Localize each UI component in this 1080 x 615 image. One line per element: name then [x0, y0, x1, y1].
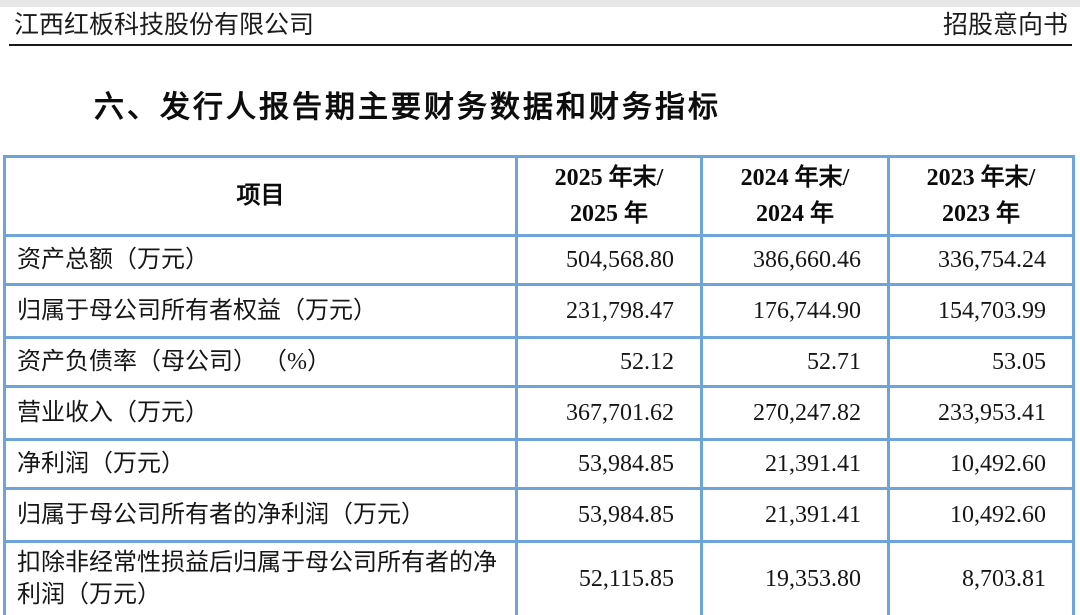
header-divider: [9, 44, 1072, 46]
column-header-2023: 2023 年末/ 2023 年: [887, 155, 1075, 237]
row-label: 营业收入（万元）: [3, 385, 518, 441]
row-label: 归属于母公司所有者的净利润（万元）: [3, 487, 518, 543]
row-value-2025: 52.12: [515, 336, 703, 388]
row-value-2024: 21,391.41: [700, 438, 890, 490]
page-header: 江西红板科技股份有限公司 招股意向书: [0, 7, 1080, 40]
row-value-2025: 53,984.85: [515, 487, 703, 543]
table-row: 资产总额（万元） 504,568.80 386,660.46 336,754.2…: [3, 234, 1075, 286]
row-value-2025: 367,701.62: [515, 385, 703, 441]
row-value-2023: 336,754.24: [887, 234, 1075, 286]
row-label: 净利润（万元）: [3, 438, 518, 490]
section-title: 六、发行人报告期主要财务数据和财务指标: [94, 91, 721, 124]
row-label: 资产总额（万元）: [3, 234, 518, 286]
row-value-2024: 386,660.46: [700, 234, 890, 286]
row-value-2023: 154,703.99: [887, 283, 1075, 339]
row-value-2023: 233,953.41: [887, 385, 1075, 441]
table-row: 归属于母公司所有者的净利润（万元） 53,984.85 21,391.41 10…: [3, 487, 1075, 543]
column-header-2024: 2024 年末/ 2024 年: [700, 155, 890, 237]
row-label: 资产负债率（母公司） （%）: [3, 336, 518, 388]
row-value-2024: 176,744.90: [700, 283, 890, 339]
row-value-2023: 53.05: [887, 336, 1075, 388]
column-header-item: 项目: [3, 155, 518, 237]
row-value-2024: 21,391.41: [700, 487, 890, 543]
row-value-2023: 10,492.60: [887, 487, 1075, 543]
row-value-2023: 8,703.81: [887, 540, 1075, 615]
row-label: 扣除非经常性损益后归属于母公司所有者的净利润（万元）: [3, 540, 518, 615]
table-row: 扣除非经常性损益后归属于母公司所有者的净利润（万元） 52,115.85 19,…: [3, 540, 1075, 615]
row-value-2025: 52,115.85: [515, 540, 703, 615]
page-top-edge: [0, 0, 1080, 7]
company-name: 江西红板科技股份有限公司: [14, 12, 315, 39]
table-row: 净利润（万元） 53,984.85 21,391.41 10,492.60: [3, 438, 1075, 490]
table-row: 归属于母公司所有者权益（万元） 231,798.47 176,744.90 15…: [3, 283, 1075, 339]
row-label: 归属于母公司所有者权益（万元）: [3, 283, 518, 339]
table-header-row: 项目 2025 年末/ 2025 年 2024 年末/ 2024 年 2023 …: [3, 155, 1075, 237]
row-value-2025: 53,984.85: [515, 438, 703, 490]
column-header-2025: 2025 年末/ 2025 年: [515, 155, 703, 237]
row-value-2023: 10,492.60: [887, 438, 1075, 490]
row-value-2025: 231,798.47: [515, 283, 703, 339]
table-row: 营业收入（万元） 367,701.62 270,247.82 233,953.4…: [3, 385, 1075, 441]
table-row: 资产负债率（母公司） （%） 52.12 52.71 53.05: [3, 336, 1075, 388]
financial-data-table: 项目 2025 年末/ 2025 年 2024 年末/ 2024 年 2023 …: [3, 155, 1075, 615]
doc-type-label: 招股意向书: [942, 12, 1068, 39]
row-value-2025: 504,568.80: [515, 234, 703, 286]
row-value-2024: 19,353.80: [700, 540, 890, 615]
row-value-2024: 52.71: [700, 336, 890, 388]
row-value-2024: 270,247.82: [700, 385, 890, 441]
